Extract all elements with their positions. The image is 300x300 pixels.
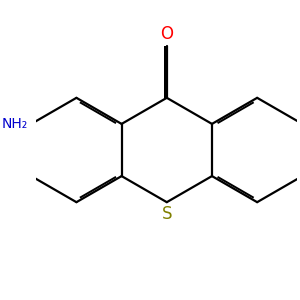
Text: O: O xyxy=(160,25,173,43)
Text: S: S xyxy=(161,205,172,223)
Text: NH₂: NH₂ xyxy=(2,117,28,131)
